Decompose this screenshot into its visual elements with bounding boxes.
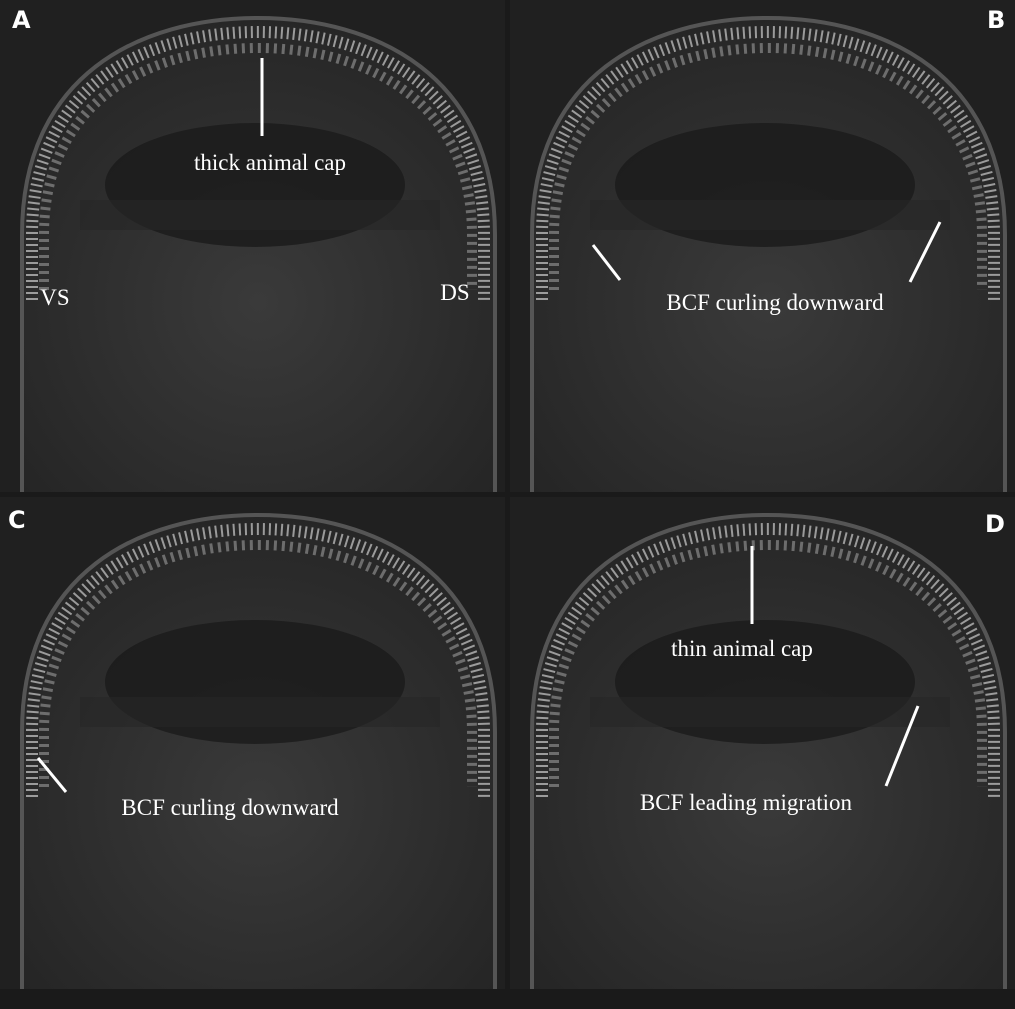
- annotation: BCF curling downward: [666, 290, 884, 315]
- annotation: VS: [40, 285, 69, 310]
- annotation: DS: [440, 280, 469, 305]
- panel-image: [510, 0, 1015, 492]
- panel-letter: B: [987, 6, 1005, 34]
- panel-image: [0, 497, 505, 989]
- panel-letter: A: [12, 6, 31, 34]
- annotation: BCF leading migration: [640, 790, 853, 815]
- annotation: BCF curling downward: [121, 795, 339, 820]
- panel-letter: D: [985, 510, 1005, 538]
- panel-image: [510, 497, 1015, 989]
- figure: A thick animal cap VS DS B BCF curling d…: [0, 0, 1015, 1009]
- panel-letter: C: [8, 506, 26, 534]
- panel-image: [0, 0, 505, 492]
- annotation: thin animal cap: [671, 636, 813, 661]
- annotation: thick animal cap: [194, 150, 346, 175]
